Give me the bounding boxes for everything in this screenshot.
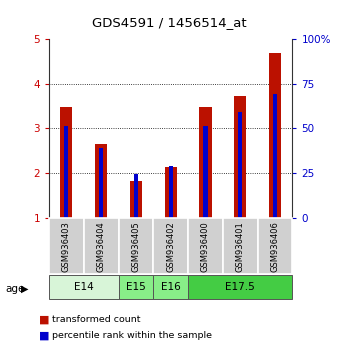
Bar [49, 275, 119, 299]
Bar [234, 96, 246, 218]
Text: GSM936404: GSM936404 [97, 221, 106, 272]
Text: transformed count: transformed count [52, 315, 141, 324]
Text: age: age [5, 284, 24, 294]
Bar [258, 218, 292, 274]
Text: E16: E16 [161, 282, 180, 292]
Bar [134, 175, 138, 218]
Bar [203, 126, 208, 218]
Bar [64, 126, 69, 218]
Text: ▶: ▶ [21, 284, 28, 294]
Text: E15: E15 [126, 282, 146, 292]
Text: GSM936406: GSM936406 [270, 221, 280, 272]
Text: percentile rank within the sample: percentile rank within the sample [52, 331, 212, 340]
Bar [188, 218, 223, 274]
Bar [273, 94, 277, 218]
Bar [84, 218, 119, 274]
Text: GSM936405: GSM936405 [131, 221, 140, 272]
Bar [223, 218, 258, 274]
Bar [165, 167, 177, 218]
Bar [60, 107, 72, 218]
Bar [99, 148, 103, 218]
Bar [188, 275, 292, 299]
Bar [153, 275, 188, 299]
Bar [119, 218, 153, 274]
Bar [49, 218, 84, 274]
Text: E17.5: E17.5 [225, 282, 255, 292]
Bar [153, 218, 188, 274]
Text: GSM936401: GSM936401 [236, 221, 245, 272]
Bar [130, 181, 142, 218]
Text: GSM936403: GSM936403 [62, 221, 71, 272]
Bar [95, 144, 107, 218]
Text: GDS4591 / 1456514_at: GDS4591 / 1456514_at [92, 17, 246, 29]
Bar [119, 275, 153, 299]
Bar [199, 107, 212, 218]
Bar [238, 112, 242, 218]
Text: ■: ■ [39, 315, 49, 325]
Text: ■: ■ [39, 331, 49, 341]
Text: GSM936400: GSM936400 [201, 221, 210, 272]
Text: GSM936402: GSM936402 [166, 221, 175, 272]
Bar [269, 53, 281, 218]
Text: E14: E14 [74, 282, 94, 292]
Bar [169, 166, 173, 218]
